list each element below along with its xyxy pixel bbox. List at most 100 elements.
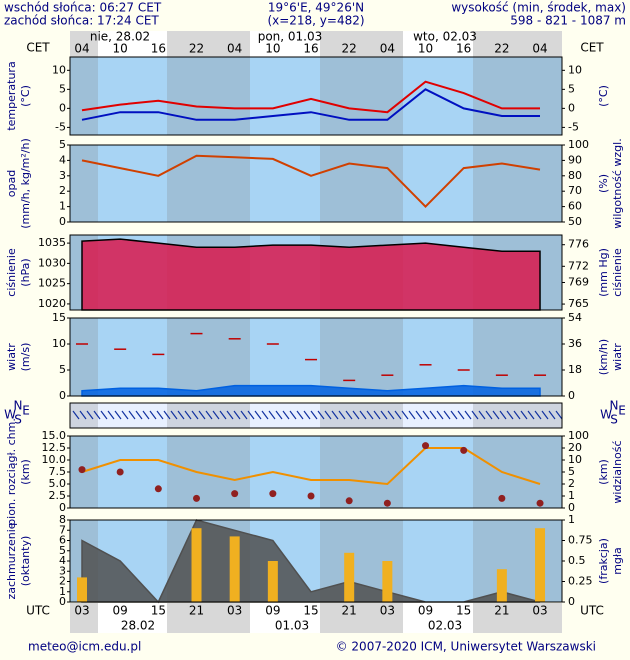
wind-arrow bbox=[492, 410, 500, 420]
wind-arrow bbox=[72, 410, 80, 420]
y-tick-label: 4 bbox=[59, 554, 66, 567]
hour-label: 16 bbox=[303, 42, 318, 56]
fog-bar bbox=[191, 528, 202, 602]
wind-arrow bbox=[184, 410, 192, 420]
cloud-dot bbox=[193, 494, 201, 502]
y-tick-label: 5 bbox=[59, 544, 66, 557]
fog-bar bbox=[344, 552, 355, 602]
wind-arrow bbox=[191, 410, 199, 420]
zone-label: CET bbox=[26, 41, 50, 55]
wind-arrow bbox=[107, 410, 115, 420]
panel-bg bbox=[70, 436, 562, 508]
night-band bbox=[70, 31, 98, 57]
y-axis-label: (oktanty) bbox=[19, 536, 32, 587]
y2-axis-label: (%) bbox=[597, 174, 610, 193]
wind-arrow bbox=[212, 410, 220, 420]
date-label: 28.02 bbox=[121, 619, 155, 633]
y-tick-label: 1020 bbox=[38, 297, 66, 310]
wind-arrow bbox=[240, 410, 248, 420]
wind-arrow bbox=[303, 410, 311, 420]
y2-tick-label: 772 bbox=[568, 259, 589, 272]
panel-bg bbox=[70, 318, 562, 396]
night-shade bbox=[167, 318, 250, 396]
cloud-dot bbox=[231, 490, 239, 498]
y2-tick-label: 769 bbox=[568, 275, 589, 288]
y-tick-label: 7.5 bbox=[49, 465, 67, 478]
night-shade bbox=[320, 403, 403, 428]
wind-arrow bbox=[485, 410, 493, 420]
fog-bar bbox=[535, 528, 546, 602]
night-shade bbox=[473, 520, 562, 602]
y2-tick-label: 0.25 bbox=[568, 575, 593, 588]
wind-arrow bbox=[135, 410, 143, 420]
wind-arrow bbox=[478, 410, 486, 420]
y2-axis-label: ciśnienie bbox=[611, 248, 624, 297]
header-text: (x=218, y=482) bbox=[267, 14, 364, 28]
zone-label: CET bbox=[580, 41, 604, 55]
hour-label: 22 bbox=[494, 42, 509, 56]
wind-arrow bbox=[93, 410, 101, 420]
zone-label: UTC bbox=[580, 604, 604, 618]
night-band bbox=[70, 603, 98, 633]
y-tick-label: 2 bbox=[59, 575, 66, 588]
compass-letter: E bbox=[618, 404, 626, 418]
wind-arrow bbox=[450, 410, 458, 420]
wind-arrow bbox=[219, 410, 227, 420]
compass-letter: W bbox=[4, 408, 16, 422]
wind-arrow bbox=[513, 410, 521, 420]
y-tick-label: 10 bbox=[52, 337, 66, 350]
y2-tick-label: 765 bbox=[568, 297, 589, 310]
series-area bbox=[81, 238, 541, 311]
y2-axis-label: mgła bbox=[611, 547, 624, 575]
wind-arrow bbox=[275, 410, 283, 420]
hour-label: 09 bbox=[113, 604, 128, 618]
panel-frame bbox=[69, 234, 563, 311]
y2-axis-label: (km/h) bbox=[597, 339, 610, 375]
night-band bbox=[167, 31, 250, 57]
y-axis-label: temperatura bbox=[5, 61, 18, 130]
wind-arrow bbox=[352, 410, 360, 420]
wind-arrow bbox=[443, 410, 451, 420]
y-tick-label: 8 bbox=[59, 513, 66, 526]
wind-arrow bbox=[331, 410, 339, 420]
y-tick-label: 1 bbox=[59, 200, 66, 213]
wind-arrow bbox=[114, 410, 122, 420]
hour-label: 03 bbox=[532, 604, 547, 618]
hour-label: 03 bbox=[74, 604, 89, 618]
wind-arrow bbox=[86, 410, 94, 420]
wind-arrow bbox=[457, 410, 465, 420]
y2-tick-label: 0.75 bbox=[568, 534, 593, 547]
y-axis-label: ciśnienie bbox=[5, 248, 18, 297]
y2-tick-label: 10 bbox=[568, 453, 582, 466]
night-band bbox=[473, 603, 562, 633]
series-line bbox=[81, 80, 540, 114]
y2-tick-label: 1 bbox=[568, 489, 575, 502]
y2-tick-label: 100 bbox=[568, 138, 589, 151]
y2-tick-label: 2 bbox=[568, 477, 575, 490]
wind-arrow bbox=[142, 410, 150, 420]
y2-axis-label: (frakcja) bbox=[597, 538, 610, 584]
compass-letter: N bbox=[610, 399, 619, 413]
hour-label: 04 bbox=[227, 42, 242, 56]
night-shade bbox=[167, 436, 250, 508]
y2-axis-label: wilgotność wzgl. bbox=[611, 138, 624, 228]
y2-tick-label: 0 bbox=[568, 595, 575, 608]
compass-letter: E bbox=[22, 404, 30, 418]
hour-label: 10 bbox=[113, 42, 128, 56]
y2-tick-label: 0.5 bbox=[568, 554, 586, 567]
y-tick-label: 2 bbox=[59, 184, 66, 197]
wind-arrow bbox=[128, 410, 136, 420]
night-band bbox=[167, 603, 250, 633]
y-tick-label: 15 bbox=[52, 311, 66, 324]
wind-arrow bbox=[324, 410, 332, 420]
wind-arrow bbox=[471, 410, 479, 420]
wind-arrow bbox=[156, 410, 164, 420]
header-text: zachód słońca: 17:24 CET bbox=[4, 14, 159, 28]
y2-axis-label: wiatr bbox=[611, 343, 624, 371]
y-axis-label: zachmurzenie bbox=[5, 522, 18, 599]
y2-tick-label: 60 bbox=[568, 200, 582, 213]
hour-label: 04 bbox=[380, 42, 395, 56]
wind-arrow bbox=[317, 410, 325, 420]
wind-arrow bbox=[527, 410, 535, 420]
fog-bar bbox=[496, 569, 507, 602]
